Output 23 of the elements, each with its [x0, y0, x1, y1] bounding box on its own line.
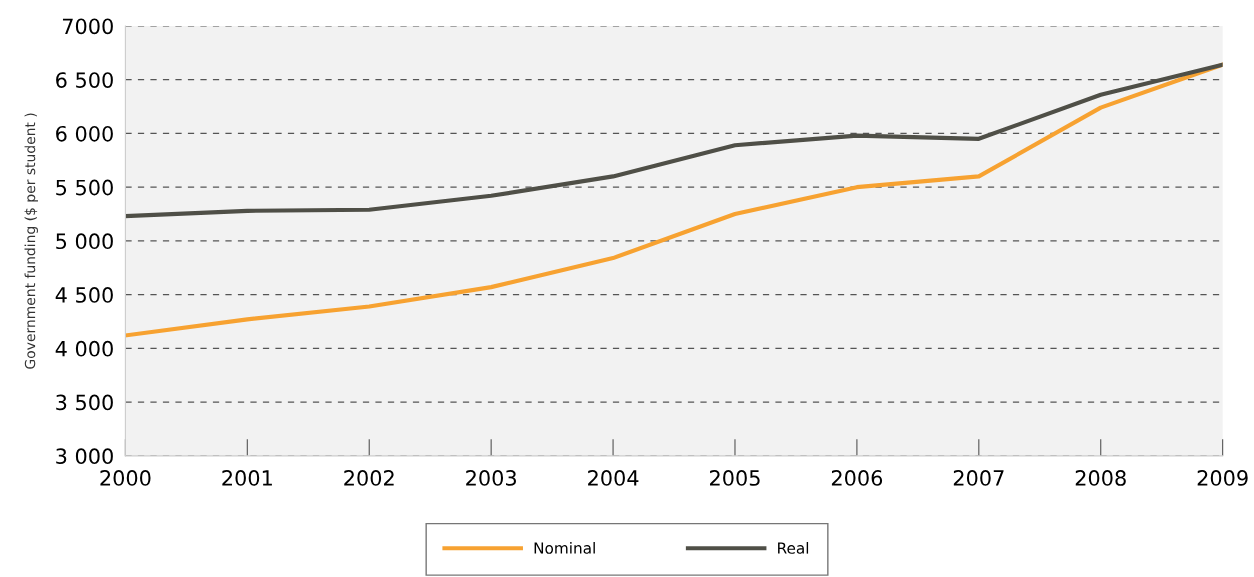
- x-tick-label: 2006: [831, 470, 883, 486]
- x-tick-label: 2008: [1075, 470, 1126, 486]
- y-tick-label: 5 000: [56, 233, 113, 250]
- x-tick-label: 2007: [953, 470, 1004, 486]
- x-tick-label: 2001: [222, 470, 272, 486]
- y-tick-label: 4 000: [55, 340, 113, 357]
- y-tick-label: 6 000: [56, 125, 113, 142]
- y-tick-label: 7000: [62, 18, 113, 35]
- x-tick-label: 2002: [344, 470, 394, 486]
- y-axis-title: Government funding ($ per student ): [24, 113, 38, 369]
- x-tick-label: 2000: [100, 470, 151, 486]
- y-tick-label: 3 000: [56, 448, 113, 465]
- legend-label: Real: [778, 542, 809, 554]
- x-tick-label: 2003: [466, 470, 516, 486]
- x-tick-label: 2009: [1197, 470, 1248, 486]
- x-tick-label: 2005: [710, 470, 760, 486]
- x-tick-label: 2004: [588, 470, 639, 486]
- y-tick-label: 3 500: [56, 394, 113, 411]
- line-series: [125, 62, 1223, 219]
- y-tick-label: 6 500: [56, 72, 113, 88]
- legend-label: Nominal: [534, 542, 595, 554]
- y-tick-label: 5 500: [56, 179, 113, 196]
- y-tick-label: 4 500: [55, 287, 113, 303]
